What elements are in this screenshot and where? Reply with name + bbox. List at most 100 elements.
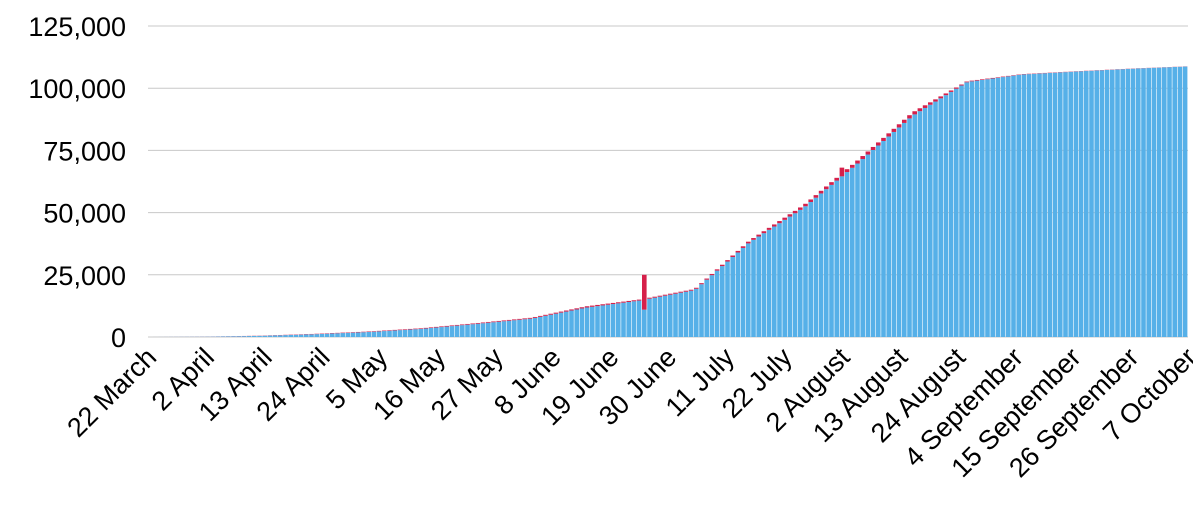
bar [600,305,605,337]
bar-segment-top [636,299,642,301]
bar-segment-top [933,99,938,102]
bar-segment-top [761,231,767,234]
bar [324,333,330,337]
bar [272,335,278,337]
bar [1032,73,1037,337]
bar-segment-top [824,186,829,190]
bar-segment-top [839,167,845,177]
bar [288,334,293,337]
bar-segment-top [730,255,735,258]
bar-segment-top [876,142,881,146]
bar-segment-top [943,93,949,96]
bar [402,329,408,337]
bar [1078,71,1084,338]
bars [153,66,1188,338]
bar [907,118,912,337]
bar-segment-top [454,324,460,326]
bar [709,275,715,337]
bar [772,226,777,337]
bar [766,229,772,337]
bar [1099,70,1105,337]
bar-segment-top [688,289,694,291]
bar [668,294,673,337]
bar-segment-top [694,287,699,289]
bar [881,140,886,337]
bar [1120,69,1125,337]
bar [392,330,397,337]
bar [527,318,533,337]
bar-segment-top [792,210,798,214]
bar-segment-top [725,260,730,262]
bar [1011,75,1016,337]
bar [340,333,345,337]
bar-segment-top [579,307,585,309]
bar-segment-top [428,327,434,329]
y-axis: 0 25,000 50,000 75,000 100,000 125,000 [28,12,126,353]
bar-segment-top [969,80,975,82]
bar [980,79,985,337]
bar-segment-top [1000,76,1006,78]
bar-segment-top [423,327,429,329]
bar [345,332,351,337]
bar [1073,71,1079,337]
bar-segment-top [491,321,496,323]
bar [1136,68,1141,337]
y-tick-label: 0 [111,323,126,353]
bar-segment-top [543,314,548,316]
bar-segment-top [948,90,954,92]
bar [491,322,496,337]
bar-segment-top [439,326,444,328]
bar [512,320,517,337]
bar [954,88,959,337]
bar-segment-top [574,308,579,310]
bar [959,85,964,337]
bar [1146,68,1151,337]
bar [439,327,444,337]
bar-segment-top [444,325,449,327]
bar [304,334,309,337]
y-tick-label: 50,000 [43,199,126,229]
bar [267,335,273,337]
bar [1094,70,1099,338]
y-tick-label: 125,000 [28,12,126,42]
bar [319,333,325,337]
bar [465,324,470,337]
bar [1110,69,1115,338]
bar-segment-top [896,124,902,128]
bar-segment-top [829,182,834,185]
bar [538,316,543,337]
bar-segment-top [772,224,777,227]
bar-segment-top [798,207,803,210]
bar [1037,73,1042,337]
bar [1021,74,1027,338]
bar-segment-top [647,297,652,299]
bar [1063,72,1068,338]
bar [532,317,538,337]
y-tick-label: 75,000 [43,136,126,166]
bar-segment-top [938,96,943,99]
bar [735,252,741,337]
bar [1052,72,1058,337]
bar [647,298,652,337]
bar-segment-top [855,160,860,164]
bar-segment-top [740,246,746,248]
bar [1141,68,1146,337]
bar-segment-top [595,304,600,307]
bar [413,329,418,337]
bar [434,327,439,337]
bar [662,295,668,337]
bar-segment-top [995,77,1001,78]
bar [787,216,793,337]
bar [1000,77,1006,337]
bar [969,81,975,337]
bar-segment-top [709,273,715,276]
bar [928,104,933,337]
bar [683,291,689,337]
bar [943,95,949,338]
bar [782,219,787,337]
bar-segment-top [813,195,819,198]
bar-segment-top [720,264,725,267]
bar [522,319,527,337]
bar-segment-top [564,310,569,312]
bar-segment-top [397,329,403,331]
